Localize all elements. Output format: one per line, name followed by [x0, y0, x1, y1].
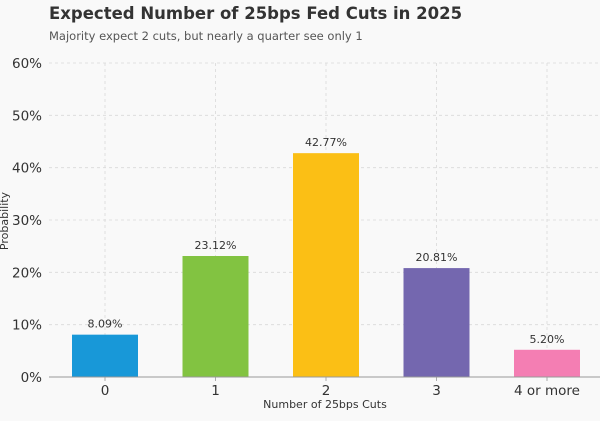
- bar-value-label: 5.20%: [530, 333, 565, 346]
- chart-subtitle: Majority expect 2 cuts, but nearly a qua…: [49, 29, 363, 43]
- x-tick-label: 3: [432, 383, 441, 399]
- x-tick-label: 4 or more: [514, 383, 580, 399]
- bar-value-label: 8.09%: [88, 318, 123, 331]
- bars: [72, 153, 580, 377]
- x-axis-label: Number of 25bps Cuts: [263, 398, 387, 411]
- y-tick-label: 10%: [12, 318, 42, 334]
- chart-title: Expected Number of 25bps Fed Cuts in 202…: [49, 4, 463, 23]
- bar: [72, 334, 138, 377]
- y-tick-label: 0%: [21, 370, 43, 386]
- y-tick-label: 60%: [12, 56, 42, 72]
- bar-value-label: 42.77%: [305, 136, 347, 149]
- bar: [403, 268, 470, 377]
- bar-value-label: 23.12%: [195, 239, 237, 252]
- y-tick-label: 30%: [12, 213, 42, 229]
- y-tick-label: 20%: [12, 265, 42, 281]
- y-axis-label: Probability: [0, 191, 11, 250]
- bar: [182, 256, 249, 377]
- x-tick-label: 1: [211, 383, 220, 399]
- axes: [49, 376, 600, 381]
- x-tick-label: 2: [322, 383, 331, 399]
- bar: [293, 153, 359, 377]
- y-tick-label: 50%: [12, 108, 42, 124]
- bar-value-label: 20.81%: [416, 251, 458, 264]
- x-tick-label: 0: [101, 383, 110, 399]
- y-tick-label: 40%: [12, 161, 42, 177]
- labels: 0% 10% 20% 30% 40% 50% 60% 8.09% 0 23.12% 1 42.77% 2…: [12, 56, 580, 399]
- bar: [514, 349, 580, 377]
